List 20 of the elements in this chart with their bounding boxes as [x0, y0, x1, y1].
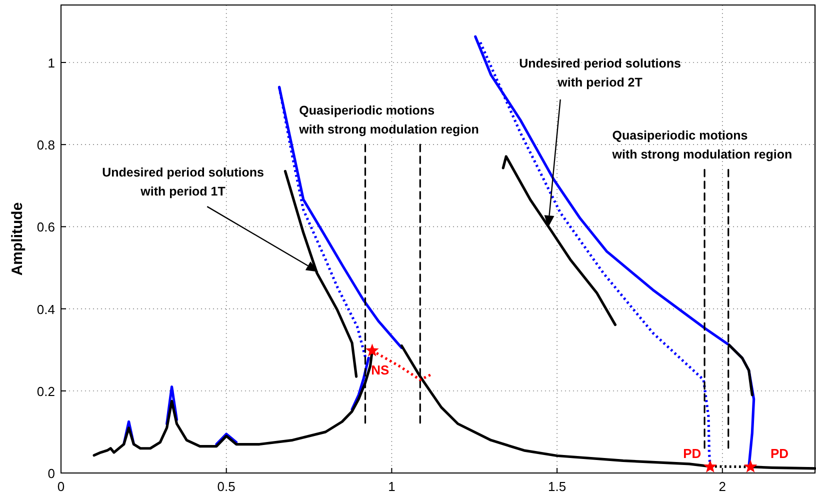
x-tick-label: 0 — [57, 479, 65, 494]
line-series — [284, 170, 358, 378]
y-tick-label: 0.6 — [36, 220, 55, 235]
y-tick-label: 1 — [48, 55, 55, 70]
y-tick-label: 0.4 — [36, 302, 55, 317]
x-tick-label: 1.5 — [548, 479, 566, 494]
annotation: Undesired period solutions with period 1T — [102, 166, 264, 199]
y-axis-title: Amplitude — [9, 202, 26, 276]
x-tick-label: 2 — [718, 479, 726, 494]
annotation: Undesired period solutions with period 2T — [519, 56, 681, 90]
y-tick-label: 0 — [48, 466, 55, 481]
y-tick-label: 0.8 — [36, 138, 55, 153]
x-tick-label: 1 — [388, 479, 396, 494]
x-tick-label: 0.5 — [217, 479, 236, 494]
y-tick-label: 0.2 — [36, 384, 55, 399]
annotation: PD — [770, 446, 789, 461]
annotation: PD — [683, 446, 702, 461]
annotation: Quasiperiodic motions with strong modulation region — [298, 104, 479, 137]
annotation: Quasiperiodic motions with strong modulation region — [611, 128, 792, 162]
annotation: NS — [371, 362, 390, 378]
